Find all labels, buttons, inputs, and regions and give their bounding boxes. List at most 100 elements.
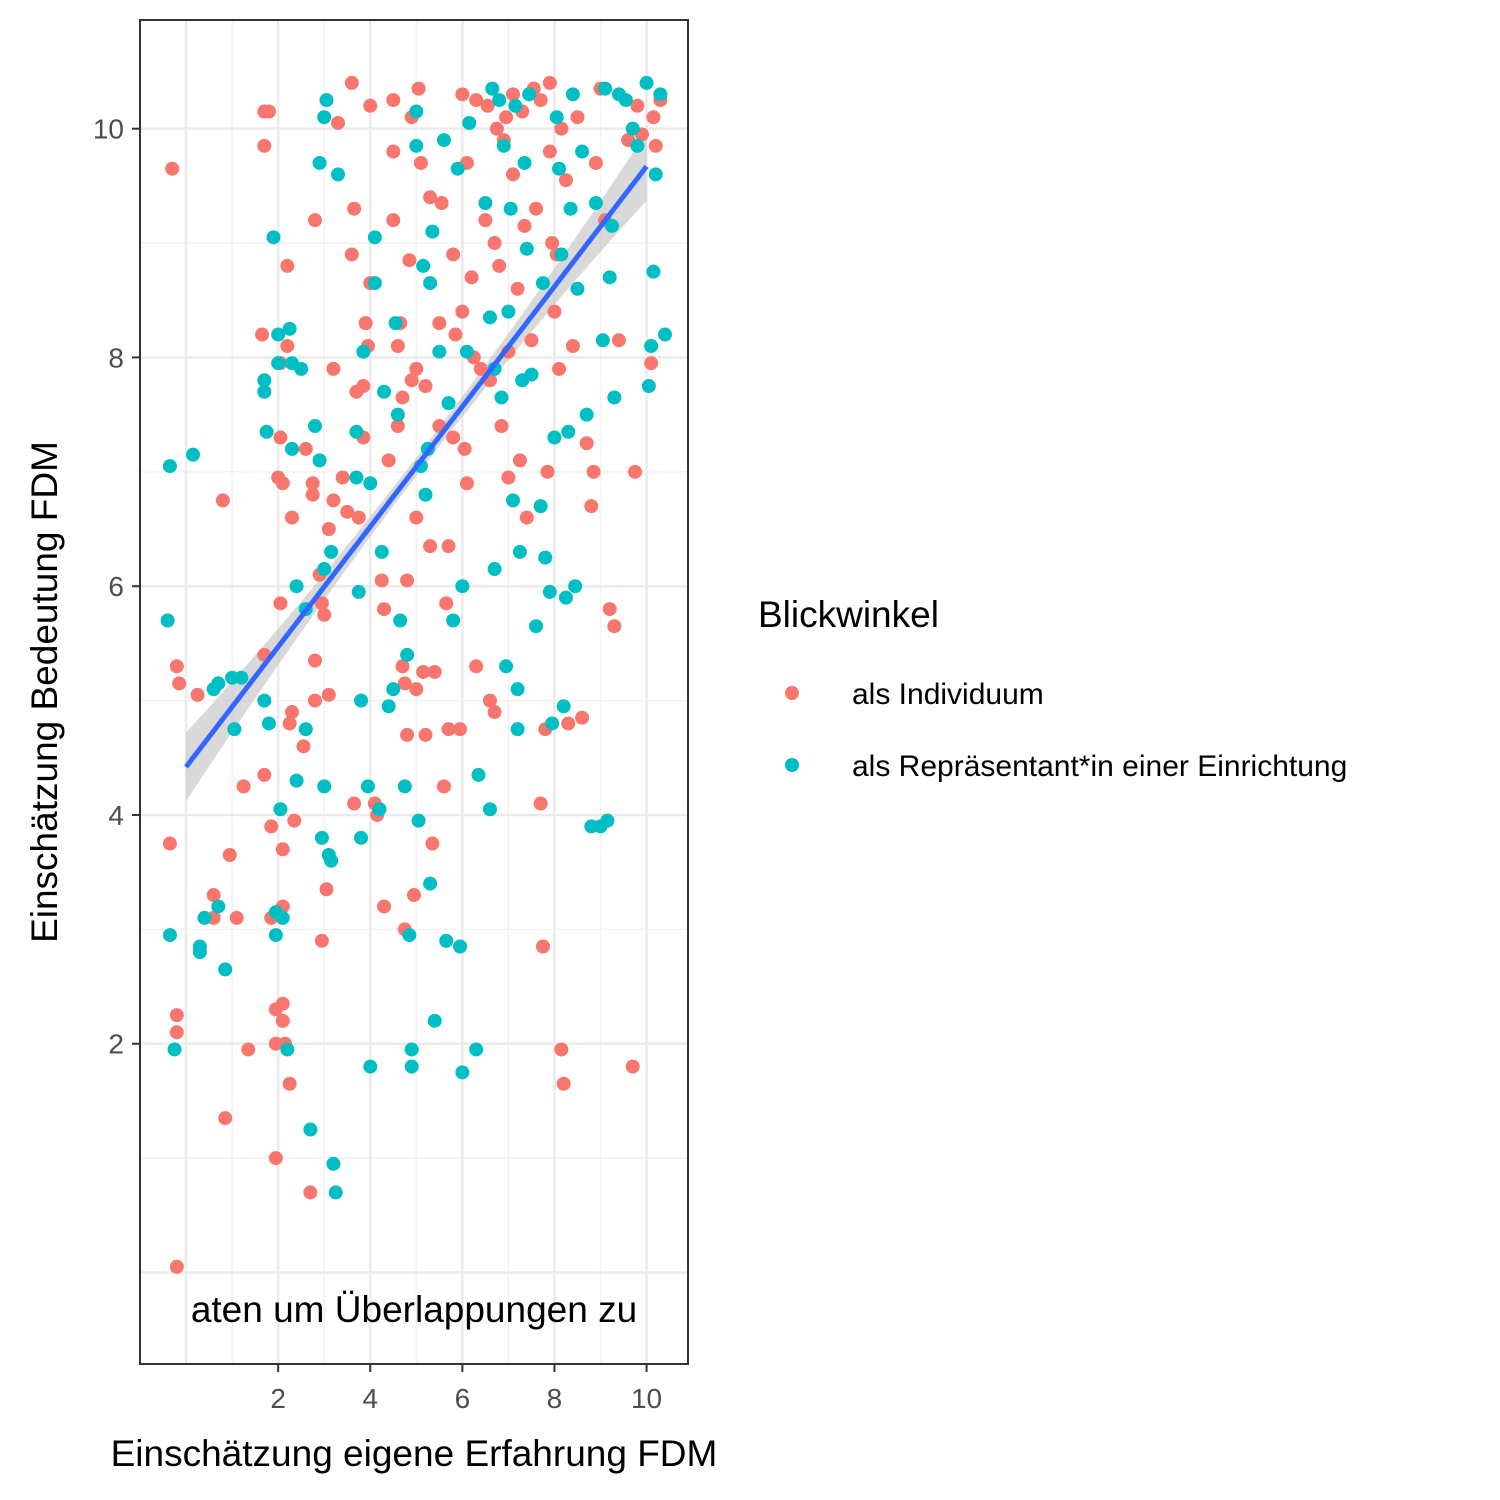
point-individuum — [542, 144, 557, 159]
point-repraesentant — [416, 258, 431, 273]
point-individuum — [305, 476, 320, 491]
point-individuum — [644, 356, 659, 371]
point-repraesentant — [324, 853, 339, 868]
point-individuum — [275, 476, 290, 491]
point-repraesentant — [162, 928, 177, 943]
point-repraesentant — [271, 356, 286, 371]
grid-major — [140, 20, 688, 1364]
point-individuum — [190, 687, 205, 702]
point-repraesentant — [185, 447, 200, 462]
point-individuum — [404, 373, 419, 388]
point-repraesentant — [538, 550, 553, 565]
point-repraesentant — [307, 419, 322, 434]
x-axis-ticks: 2 4 6 8 10 — [270, 1364, 662, 1414]
point-repraesentant — [552, 161, 567, 176]
annotation-layer: aten um Überlappungen zu — [191, 1289, 637, 1330]
point-individuum — [282, 1076, 297, 1091]
point-repraesentant — [354, 830, 369, 845]
point-repraesentant — [319, 93, 334, 108]
point-repraesentant — [372, 802, 387, 817]
point-individuum — [397, 676, 412, 691]
point-individuum — [487, 705, 502, 720]
point-repraesentant — [439, 933, 454, 948]
point-individuum — [386, 93, 401, 108]
point-repraesentant — [326, 1156, 341, 1171]
point-individuum — [400, 727, 415, 742]
point-repraesentant — [561, 424, 576, 439]
point-individuum — [409, 682, 424, 697]
point-repraesentant — [607, 390, 622, 405]
point-individuum — [215, 493, 230, 508]
point-individuum — [423, 539, 438, 554]
point-individuum — [317, 607, 332, 622]
point-repraesentant — [535, 276, 550, 291]
point-repraesentant — [565, 87, 580, 102]
point-individuum — [552, 361, 567, 376]
point-individuum — [344, 247, 359, 262]
point-individuum — [363, 98, 378, 113]
point-individuum — [407, 888, 421, 903]
point-repraesentant — [349, 424, 364, 439]
point-repraesentant — [271, 327, 286, 342]
point-repraesentant — [471, 767, 486, 782]
point-individuum — [298, 441, 313, 456]
point-individuum — [432, 316, 447, 331]
point-repraesentant — [303, 1122, 318, 1137]
point-repraesentant — [499, 659, 514, 674]
point-repraesentant — [450, 161, 465, 176]
point-individuum — [169, 1008, 184, 1023]
point-individuum — [533, 796, 548, 811]
point-individuum — [386, 213, 401, 228]
point-individuum — [579, 436, 594, 451]
point-individuum — [275, 842, 290, 857]
point-repraesentant — [423, 276, 438, 291]
trend-line — [184, 164, 649, 769]
point-individuum — [494, 419, 509, 434]
point-individuum — [423, 190, 438, 205]
point-individuum — [469, 659, 484, 674]
point-repraesentant — [459, 344, 474, 359]
point-individuum — [314, 596, 329, 611]
point-repraesentant — [331, 167, 346, 182]
point-repraesentant — [275, 910, 290, 925]
y-tick-label: 10 — [93, 114, 124, 145]
point-individuum — [416, 664, 431, 679]
point-individuum — [326, 361, 341, 376]
point-individuum — [347, 796, 362, 811]
point-individuum — [264, 819, 279, 834]
point-individuum — [480, 98, 495, 113]
point-individuum — [236, 779, 251, 794]
point-repraesentant — [162, 459, 177, 474]
point-individuum — [172, 676, 187, 691]
point-repraesentant — [618, 93, 633, 108]
point-individuum — [257, 138, 272, 153]
point-individuum — [222, 847, 237, 862]
point-individuum — [529, 201, 544, 216]
point-individuum — [441, 722, 456, 737]
point-individuum — [506, 87, 521, 102]
point-repraesentant — [390, 407, 405, 422]
point-individuum — [169, 659, 184, 674]
point-repraesentant — [381, 699, 396, 714]
point-individuum — [547, 304, 562, 319]
point-individuum — [395, 390, 410, 405]
point-individuum — [501, 470, 516, 485]
point-repraesentant — [494, 390, 509, 405]
point-repraesentant — [524, 367, 539, 382]
point-individuum — [540, 464, 555, 479]
point-repraesentant — [317, 110, 332, 125]
point-repraesentant — [284, 441, 299, 456]
point-individuum — [588, 155, 603, 170]
point-repraesentant — [312, 155, 327, 170]
point-repraesentant — [512, 544, 527, 559]
point-repraesentant — [570, 281, 585, 296]
point-repraesentant — [266, 230, 281, 245]
point-repraesentant — [427, 1013, 442, 1028]
point-individuum — [625, 1059, 640, 1074]
point-repraesentant — [363, 1059, 378, 1074]
point-repraesentant — [317, 779, 332, 794]
point-repraesentant — [595, 333, 610, 348]
point-individuum — [169, 1259, 184, 1274]
point-individuum — [425, 836, 440, 851]
y-tick-label: 2 — [108, 1029, 124, 1060]
